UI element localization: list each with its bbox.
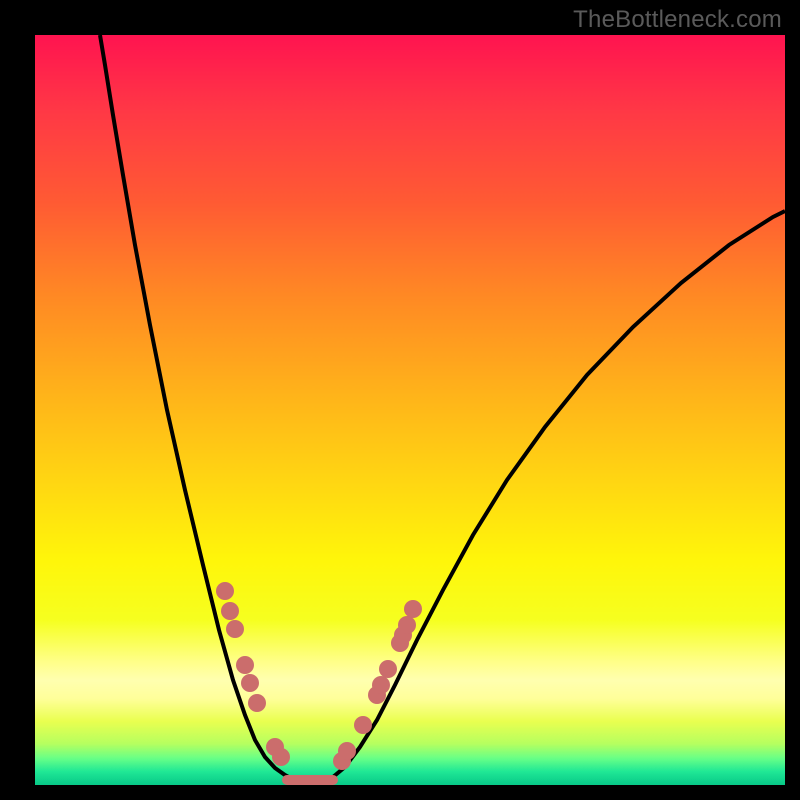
marker-left <box>226 620 244 638</box>
marker-right <box>338 742 356 760</box>
left-curve <box>100 35 297 781</box>
marker-left <box>221 602 239 620</box>
marker-right <box>379 660 397 678</box>
marker-left <box>216 582 234 600</box>
marker-left <box>248 694 266 712</box>
marker-left <box>272 748 290 766</box>
curves-layer <box>35 35 785 785</box>
marker-right <box>404 600 422 618</box>
marker-right <box>398 616 416 634</box>
marker-right <box>372 676 390 694</box>
watermark-label: TheBottleneck.com <box>573 6 782 34</box>
plot-area <box>35 35 785 785</box>
marker-left <box>236 656 254 674</box>
chart-container: TheBottleneck.com <box>0 0 800 800</box>
right-curve <box>325 211 785 781</box>
marker-right <box>354 716 372 734</box>
marker-left <box>241 674 259 692</box>
